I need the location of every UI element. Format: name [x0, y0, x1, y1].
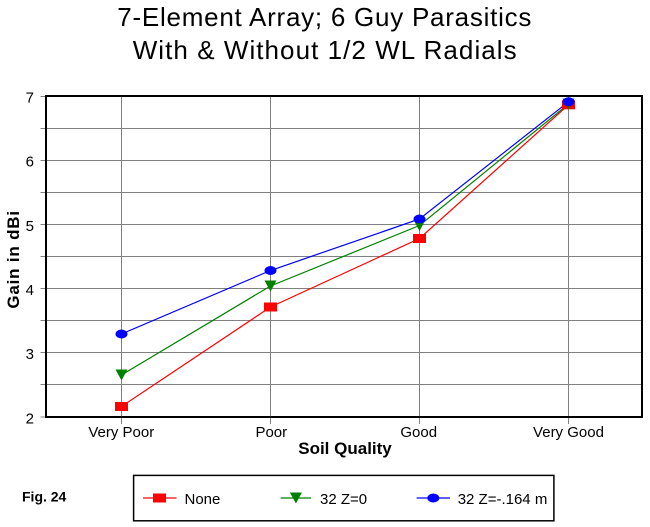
svg-text:Fig. 24: Fig. 24 — [22, 489, 67, 505]
svg-text:Good: Good — [400, 424, 437, 441]
svg-text:32 Z=0: 32 Z=0 — [320, 491, 367, 508]
svg-text:Poor: Poor — [255, 424, 287, 441]
svg-text:Very Good: Very Good — [533, 424, 604, 441]
svg-text:Soil Quality: Soil Quality — [298, 439, 392, 458]
svg-text:6: 6 — [26, 154, 34, 171]
svg-text:7: 7 — [26, 89, 34, 106]
svg-text:4: 4 — [26, 282, 34, 299]
svg-text:3: 3 — [26, 346, 34, 363]
svg-text:Very Poor: Very Poor — [88, 424, 154, 441]
svg-text:With & Without 1/2 WL Radials: With & Without 1/2 WL Radials — [133, 35, 518, 65]
svg-text:Gain in dBi: Gain in dBi — [4, 210, 23, 309]
svg-text:32 Z=-.164 m: 32 Z=-.164 m — [458, 491, 548, 508]
svg-text:2: 2 — [26, 410, 34, 427]
svg-text:None: None — [185, 491, 221, 508]
svg-text:7-Element Array; 6 Guy Parasit: 7-Element Array; 6 Guy Parasitics — [117, 2, 532, 32]
svg-text:5: 5 — [26, 218, 34, 235]
